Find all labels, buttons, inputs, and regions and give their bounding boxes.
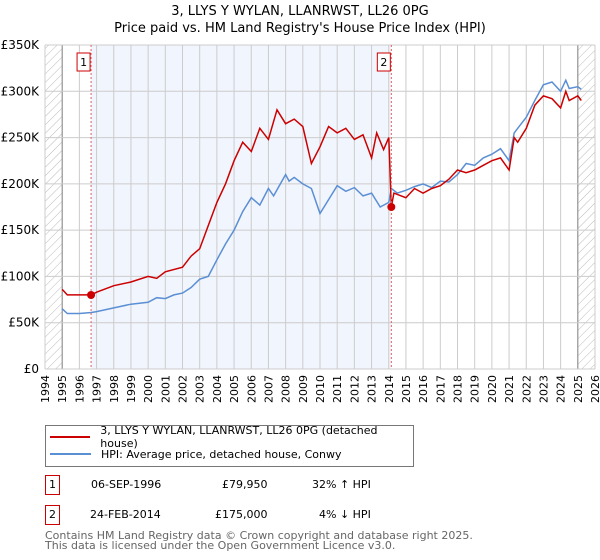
x-tick-label: 2002 <box>177 375 190 403</box>
x-tick-label: 1996 <box>73 375 86 403</box>
y-tick-label: £50K <box>8 316 40 330</box>
sale-label: 1 <box>80 56 87 69</box>
x-tick-label: 1998 <box>108 375 121 403</box>
price-paid-line <box>61 88 582 296</box>
chart-subtitle: Price paid vs. HM Land Registry's House … <box>114 21 486 36</box>
x-tick-label: 2018 <box>452 375 465 403</box>
x-tick-label: 2006 <box>245 375 258 403</box>
legend-swatch <box>50 453 91 455</box>
x-tick-label: 2005 <box>228 375 241 403</box>
x-tick-label: 2001 <box>159 375 172 403</box>
x-tick-label: 2017 <box>434 375 447 403</box>
x-tick-label: 2008 <box>280 375 293 403</box>
x-tick-label: 2004 <box>211 375 224 403</box>
sale-point <box>387 203 396 211</box>
footer-licence: This data is licensed under the Open Gov… <box>45 539 396 552</box>
x-tick-label: 2020 <box>486 375 499 403</box>
x-tick-label: 2013 <box>366 375 379 403</box>
x-tick-label: 2003 <box>194 375 207 403</box>
legend: 3, LLYS Y WYLAN, LLANRWST, LL26 0PG (det… <box>45 424 414 467</box>
x-tick-label: 2009 <box>297 375 310 403</box>
legend-label: 3, LLYS Y WYLAN, LLANRWST, LL26 0PG (det… <box>100 424 378 450</box>
x-tick-label: 2019 <box>469 375 482 403</box>
hatched-region-after-data <box>577 45 595 369</box>
ownership-period-shade <box>91 45 392 369</box>
y-tick-label: £200K <box>1 177 41 191</box>
legend-item-price-paid: 3, LLYS Y WYLAN, LLANRWST, LL26 0PG (det… <box>50 424 413 450</box>
sale-label-box <box>76 52 91 72</box>
x-tick-label: 1997 <box>91 375 104 403</box>
x-tick-label: 2011 <box>331 375 344 403</box>
sale-row: 1 06-SEP-1996 £79,950 32% ↑ HPI <box>45 475 425 495</box>
y-tick-label: £100K <box>1 269 41 283</box>
x-tick-label: 2023 <box>537 375 550 403</box>
y-tick-label: £300K <box>1 84 41 98</box>
x-tick-label: 2010 <box>314 375 327 403</box>
y-tick-label: £250K <box>1 131 41 145</box>
y-tick-label: £0 <box>24 362 39 376</box>
sale-date: 24-FEB-2014 <box>90 508 161 521</box>
hpi-line <box>61 78 582 315</box>
plot-area: 1 2 1994 1995 1996 1997 1998 1999 2000 2001 2002 20… <box>1 38 600 403</box>
sale-hpi-diff: 32% ↑ HPI <box>312 478 371 491</box>
x-tick-label: 2000 <box>142 375 155 403</box>
sale-hpi-diff: 4% ↓ HPI <box>319 508 371 521</box>
sale-label: 2 <box>380 56 387 69</box>
y-tick-label: £350K <box>1 38 41 52</box>
x-tick-label: 2016 <box>417 375 430 403</box>
footer: Contains HM Land Registry data © Crown c… <box>45 529 473 552</box>
x-tick-label: 2007 <box>262 375 275 403</box>
x-tick-label: 2026 <box>589 375 600 403</box>
x-tick-label: 2022 <box>520 375 533 403</box>
legend-item-hpi: HPI: Average price, detached house, Conw… <box>50 446 342 462</box>
x-tick-label: 2021 <box>503 375 516 403</box>
chart-title: 3, LLYS Y WYLAN, LLANRWST, LL26 0PG <box>171 4 429 19</box>
sale-point <box>87 290 96 299</box>
sale-label-box <box>376 52 391 72</box>
legend-label: HPI: Average price, detached house, Conw… <box>101 447 342 461</box>
x-tick-label: 1995 <box>56 375 69 403</box>
x-tick-label: 2012 <box>348 375 361 403</box>
legend-swatch <box>50 436 91 438</box>
x-tick-label: 1994 <box>39 375 52 403</box>
x-tick-label: 2024 <box>555 375 568 403</box>
sale-price: £79,950 <box>222 478 268 491</box>
x-tick-label: 1999 <box>125 375 138 403</box>
y-tick-label: £150K <box>1 223 41 237</box>
x-tick-label: 2015 <box>400 375 413 403</box>
x-tick-label: 2025 <box>572 375 585 403</box>
sale-number-badge: 1 <box>45 475 60 495</box>
sale-date: 06-SEP-1996 <box>91 478 162 491</box>
footer-copyright: Contains HM Land Registry data © Crown c… <box>45 529 473 542</box>
sale-price: £175,000 <box>215 508 268 521</box>
sale-row: 2 24-FEB-2014 £175,000 4% ↓ HPI <box>45 505 425 525</box>
x-tick-label: 2014 <box>383 375 396 403</box>
hatched-region-before-data <box>45 45 63 369</box>
sale-number-badge: 2 <box>45 505 60 525</box>
